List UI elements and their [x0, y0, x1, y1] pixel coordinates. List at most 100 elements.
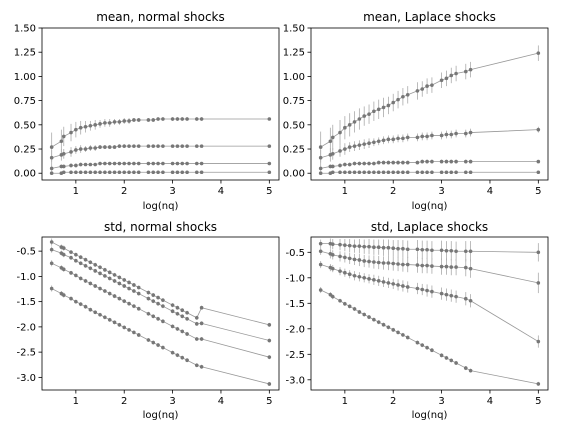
- data-point: [463, 296, 468, 301]
- data-point: [161, 117, 165, 121]
- data-point: [74, 299, 78, 304]
- series-3: [318, 170, 541, 176]
- data-point: [372, 109, 376, 114]
- data-point: [381, 261, 386, 265]
- data-point: [59, 139, 64, 144]
- data-point: [381, 280, 386, 284]
- data-point: [352, 273, 357, 278]
- data-point: [405, 170, 410, 175]
- panel-title: mean, normal shocks: [96, 10, 225, 24]
- data-point: [372, 260, 376, 264]
- data-point: [357, 170, 362, 175]
- data-point: [420, 343, 425, 347]
- series-1: [318, 126, 541, 166]
- data-point: [267, 117, 272, 121]
- data-point: [49, 247, 54, 252]
- data-point: [69, 130, 73, 135]
- data-point: [376, 279, 381, 283]
- data-point: [83, 124, 88, 129]
- data-point: [330, 152, 335, 156]
- data-point: [199, 170, 204, 175]
- data-point: [74, 258, 78, 263]
- data-point: [161, 345, 165, 350]
- data-point: [430, 348, 434, 353]
- data-point: [444, 248, 449, 253]
- data-point: [132, 283, 136, 287]
- data-point: [49, 240, 54, 244]
- data-point: [449, 73, 454, 78]
- data-point: [386, 261, 391, 265]
- data-point: [127, 301, 131, 306]
- data-point: [107, 145, 112, 149]
- series-line: [51, 288, 270, 385]
- data-point: [352, 244, 357, 248]
- data-point: [151, 170, 156, 175]
- data-point: [367, 277, 371, 281]
- data-point: [161, 304, 165, 308]
- x-tick-label: 3: [438, 186, 444, 197]
- plot-frame: [310, 236, 549, 391]
- data-point: [61, 246, 66, 250]
- data-point: [132, 118, 136, 122]
- data-point: [88, 123, 93, 128]
- y-tick-label: 0.25: [283, 145, 305, 156]
- data-point: [536, 170, 541, 175]
- data-point: [468, 67, 473, 72]
- data-point: [463, 265, 468, 270]
- plot-frame: [41, 236, 280, 391]
- data-point: [352, 161, 357, 166]
- data-point: [338, 163, 342, 168]
- data-point: [347, 123, 352, 127]
- data-point: [151, 314, 156, 319]
- data-point: [185, 332, 189, 336]
- data-point: [127, 119, 131, 123]
- data-point: [98, 122, 102, 126]
- data-point: [103, 170, 107, 175]
- data-point: [83, 147, 88, 151]
- panel-mean-laplace: mean, Laplace shocks log(nq) 1 2 3 4 5 0.00 0.…: [283, 10, 549, 212]
- data-point: [463, 69, 468, 74]
- data-point: [468, 266, 473, 271]
- data-point: [401, 262, 405, 267]
- x-tick-label: 1: [73, 186, 79, 197]
- data-point: [185, 358, 189, 363]
- data-point: [74, 170, 78, 175]
- data-point: [439, 291, 444, 296]
- data-point: [199, 305, 204, 310]
- data-point: [122, 161, 127, 166]
- data-point: [117, 170, 122, 175]
- data-point: [449, 170, 454, 175]
- data-point: [267, 338, 272, 343]
- data-point: [88, 162, 93, 167]
- data-point: [107, 291, 112, 296]
- data-point: [415, 89, 420, 93]
- data-point: [536, 127, 541, 132]
- data-point: [338, 170, 342, 175]
- data-point: [175, 327, 180, 331]
- data-point: [151, 161, 156, 166]
- data-point: [161, 298, 165, 302]
- data-point: [112, 145, 117, 149]
- data-point: [185, 310, 189, 315]
- data-point: [151, 144, 156, 148]
- data-point: [430, 83, 434, 87]
- x-tick-label: 4: [218, 396, 224, 407]
- series-line: [51, 262, 270, 358]
- data-point: [122, 284, 127, 288]
- data-point: [343, 147, 347, 151]
- data-point: [391, 328, 396, 332]
- data-point: [156, 117, 160, 121]
- data-point: [347, 145, 352, 149]
- data-point: [396, 170, 400, 175]
- x-tick-label: 2: [121, 186, 127, 197]
- data-point: [194, 337, 199, 341]
- data-point: [338, 298, 342, 303]
- data-point: [420, 159, 425, 164]
- series-3: [49, 170, 272, 176]
- data-point: [78, 162, 83, 167]
- data-point: [49, 286, 54, 291]
- data-point: [69, 163, 73, 168]
- data-point: [117, 161, 122, 166]
- series-0: [318, 45, 541, 163]
